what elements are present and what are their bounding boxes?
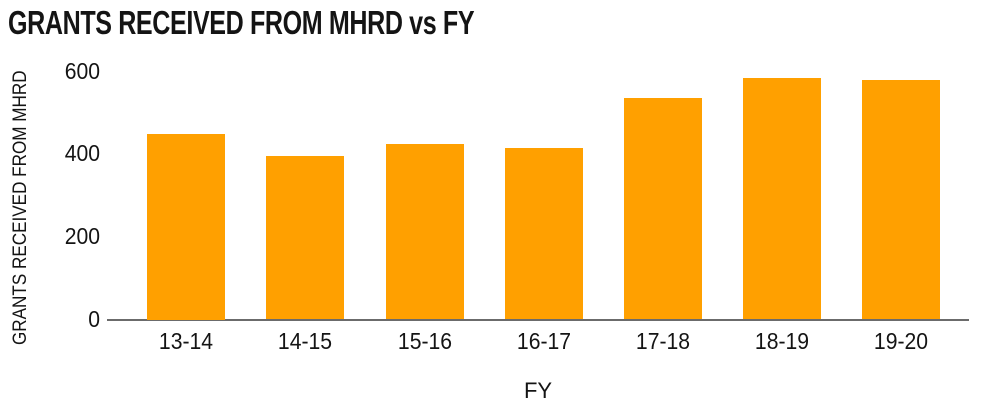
bar-15-16[interactable] [385, 143, 464, 320]
bar-19-20[interactable] [862, 79, 941, 320]
y-axis-title: GRANTS RECEIVED FROM MHRD [10, 70, 31, 345]
y-tick-label: 0 [88, 305, 100, 332]
y-tick-label: 200 [64, 222, 100, 249]
x-tick-label: 19-20 [874, 328, 929, 354]
bar-14-15[interactable] [266, 156, 345, 320]
x-tick-label: 14-15 [278, 328, 333, 354]
x-tick-label: 13-14 [159, 328, 214, 354]
x-tick-label: 16-17 [516, 328, 571, 354]
x-tick-label: 17-18 [635, 328, 690, 354]
bar-16-17[interactable] [504, 147, 583, 320]
y-tick-label: 400 [64, 140, 100, 167]
x-tick-label: 18-19 [754, 328, 810, 354]
x-tick-label: 15-16 [397, 328, 452, 354]
x-axis-line [107, 319, 969, 321]
y-tick-label: 600 [64, 57, 100, 84]
bar-13-14[interactable] [147, 133, 226, 320]
x-axis-title: FY [523, 378, 553, 403]
bar-18-19[interactable] [743, 77, 822, 320]
bar-17-18[interactable] [623, 98, 702, 320]
chart-title: GRANTS RECEIVED FROM MHRD vs FY [8, 4, 475, 41]
